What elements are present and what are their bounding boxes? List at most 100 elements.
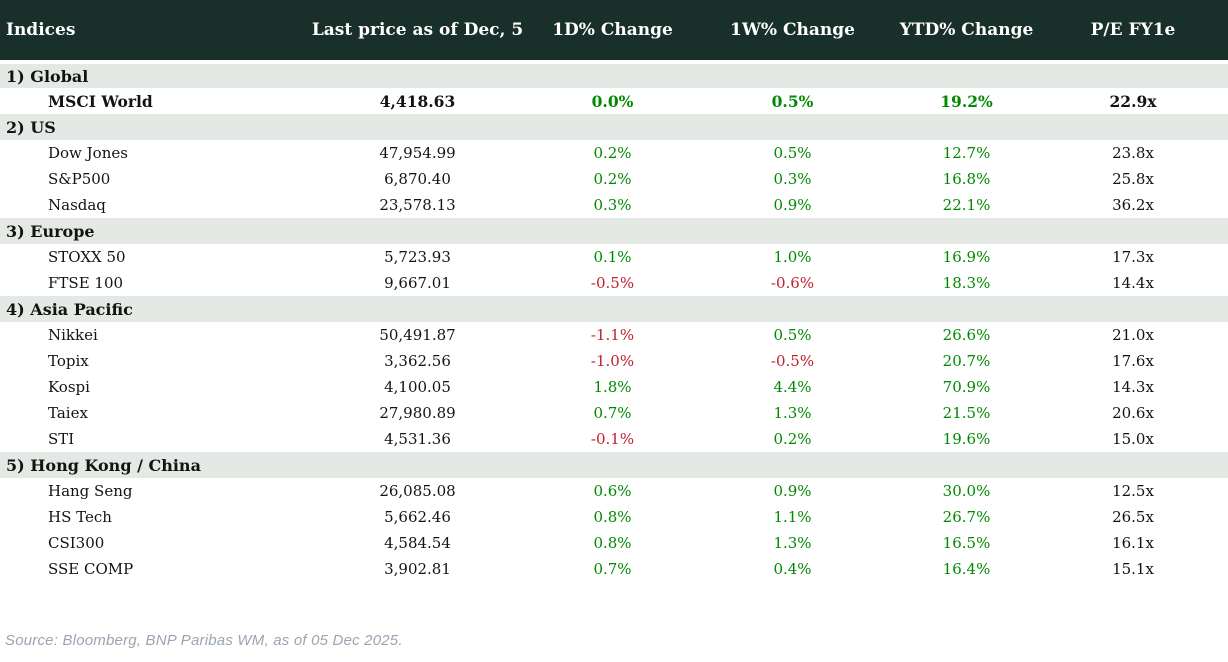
change-ytd: 22.1% xyxy=(895,192,1038,218)
last-price: 50,491.87 xyxy=(300,322,535,348)
last-price: 9,667.01 xyxy=(300,270,535,296)
change-1w: 0.3% xyxy=(690,166,895,192)
change-1d: 0.7% xyxy=(535,400,690,426)
change-ytd: 30.0% xyxy=(895,478,1038,504)
pe-ratio: 26.5x xyxy=(1038,504,1228,530)
last-price: 4,418.63 xyxy=(300,88,535,114)
change-1d: 0.2% xyxy=(535,140,690,166)
change-1d: 1.8% xyxy=(535,374,690,400)
change-1d: 0.0% xyxy=(535,88,690,114)
index-name: STI xyxy=(0,426,300,452)
index-row: Taiex 27,980.89 0.7% 1.3% 21.5% 20.6x xyxy=(0,400,1228,426)
last-price: 26,085.08 xyxy=(300,478,535,504)
change-1d: 0.2% xyxy=(535,166,690,192)
index-row: Topix 3,362.56 -1.0% -0.5% 20.7% 17.6x xyxy=(0,348,1228,374)
change-1w: 0.9% xyxy=(690,478,895,504)
change-1d: -1.1% xyxy=(535,322,690,348)
change-ytd: 16.5% xyxy=(895,530,1038,556)
change-1w: 1.1% xyxy=(690,504,895,530)
last-price: 6,870.40 xyxy=(300,166,535,192)
index-row: STOXX 50 5,723.93 0.1% 1.0% 16.9% 17.3x xyxy=(0,244,1228,270)
index-row: CSI300 4,584.54 0.8% 1.3% 16.5% 16.1x xyxy=(0,530,1228,556)
index-name: Topix xyxy=(0,348,300,374)
index-name: S&P500 xyxy=(0,166,300,192)
change-ytd: 12.7% xyxy=(895,140,1038,166)
pe-ratio: 25.8x xyxy=(1038,166,1228,192)
section-label: 3) Europe xyxy=(0,218,1228,244)
change-ytd: 19.2% xyxy=(895,88,1038,114)
column-header-last-price: Last price as of Dec, 5 xyxy=(300,0,535,64)
table-header-row: Indices Last price as of Dec, 5 1D% Chan… xyxy=(0,0,1228,64)
change-1w: 0.5% xyxy=(690,140,895,166)
change-1w: 1.0% xyxy=(690,244,895,270)
pe-ratio: 14.3x xyxy=(1038,374,1228,400)
change-1d: -1.0% xyxy=(535,348,690,374)
pe-ratio: 36.2x xyxy=(1038,192,1228,218)
pe-ratio: 23.8x xyxy=(1038,140,1228,166)
change-ytd: 16.8% xyxy=(895,166,1038,192)
change-ytd: 16.4% xyxy=(895,556,1038,582)
index-name: Dow Jones xyxy=(0,140,300,166)
section-label: 4) Asia Pacific xyxy=(0,296,1228,322)
change-1d: -0.5% xyxy=(535,270,690,296)
change-ytd: 20.7% xyxy=(895,348,1038,374)
change-1d: 0.3% xyxy=(535,192,690,218)
last-price: 23,578.13 xyxy=(300,192,535,218)
change-ytd: 70.9% xyxy=(895,374,1038,400)
index-row: STI 4,531.36 -0.1% 0.2% 19.6% 15.0x xyxy=(0,426,1228,452)
change-1w: 1.3% xyxy=(690,400,895,426)
pe-ratio: 15.1x xyxy=(1038,556,1228,582)
change-1w: 0.4% xyxy=(690,556,895,582)
index-row: Nasdaq 23,578.13 0.3% 0.9% 22.1% 36.2x xyxy=(0,192,1228,218)
index-name: Hang Seng xyxy=(0,478,300,504)
change-1w: 0.5% xyxy=(690,322,895,348)
change-1d: 0.8% xyxy=(535,530,690,556)
section-row: 4) Asia Pacific xyxy=(0,296,1228,322)
change-1w: -0.5% xyxy=(690,348,895,374)
index-name: CSI300 xyxy=(0,530,300,556)
index-row: HS Tech 5,662.46 0.8% 1.1% 26.7% 26.5x xyxy=(0,504,1228,530)
index-name: STOXX 50 xyxy=(0,244,300,270)
last-price: 5,723.93 xyxy=(300,244,535,270)
last-price: 4,531.36 xyxy=(300,426,535,452)
change-1w: 1.3% xyxy=(690,530,895,556)
index-row: SSE COMP 3,902.81 0.7% 0.4% 16.4% 15.1x xyxy=(0,556,1228,582)
section-row: 2) US xyxy=(0,114,1228,140)
change-ytd: 26.7% xyxy=(895,504,1038,530)
source-note: Source: Bloomberg, BNP Paribas WM, as of… xyxy=(5,632,403,649)
change-ytd: 18.3% xyxy=(895,270,1038,296)
section-label: 2) US xyxy=(0,114,1228,140)
last-price: 3,362.56 xyxy=(300,348,535,374)
index-row: Nikkei 50,491.87 -1.1% 0.5% 26.6% 21.0x xyxy=(0,322,1228,348)
index-row: Kospi 4,100.05 1.8% 4.4% 70.9% 14.3x xyxy=(0,374,1228,400)
pe-ratio: 15.0x xyxy=(1038,426,1228,452)
pe-ratio: 17.3x xyxy=(1038,244,1228,270)
change-1w: 0.2% xyxy=(690,426,895,452)
pe-ratio: 21.0x xyxy=(1038,322,1228,348)
column-header-1d-change: 1D% Change xyxy=(535,0,690,64)
pe-ratio: 12.5x xyxy=(1038,478,1228,504)
change-1d: 0.8% xyxy=(535,504,690,530)
last-price: 5,662.46 xyxy=(300,504,535,530)
index-name: Taiex xyxy=(0,400,300,426)
index-row: FTSE 100 9,667.01 -0.5% -0.6% 18.3% 14.4x xyxy=(0,270,1228,296)
index-row: Hang Seng 26,085.08 0.6% 0.9% 30.0% 12.5x xyxy=(0,478,1228,504)
indices-table-body: 1) Global MSCI World 4,418.63 0.0% 0.5% 19.2%… xyxy=(0,62,1228,582)
change-ytd: 26.6% xyxy=(895,322,1038,348)
section-row: 3) Europe xyxy=(0,218,1228,244)
index-name: Nikkei xyxy=(0,322,300,348)
column-header-1w-change: 1W% Change xyxy=(690,0,895,64)
section-row: 5) Hong Kong / China xyxy=(0,452,1228,478)
index-name: FTSE 100 xyxy=(0,270,300,296)
change-ytd: 16.9% xyxy=(895,244,1038,270)
index-row: MSCI World 4,418.63 0.0% 0.5% 19.2% 22.9x xyxy=(0,88,1228,114)
column-header-pe: P/E FY1e xyxy=(1038,0,1228,64)
last-price: 3,902.81 xyxy=(300,556,535,582)
section-label: 1) Global xyxy=(0,62,1228,88)
change-1w: 0.9% xyxy=(690,192,895,218)
index-name: SSE COMP xyxy=(0,556,300,582)
change-ytd: 19.6% xyxy=(895,426,1038,452)
change-1w: 4.4% xyxy=(690,374,895,400)
index-name: Kospi xyxy=(0,374,300,400)
change-1d: 0.1% xyxy=(535,244,690,270)
